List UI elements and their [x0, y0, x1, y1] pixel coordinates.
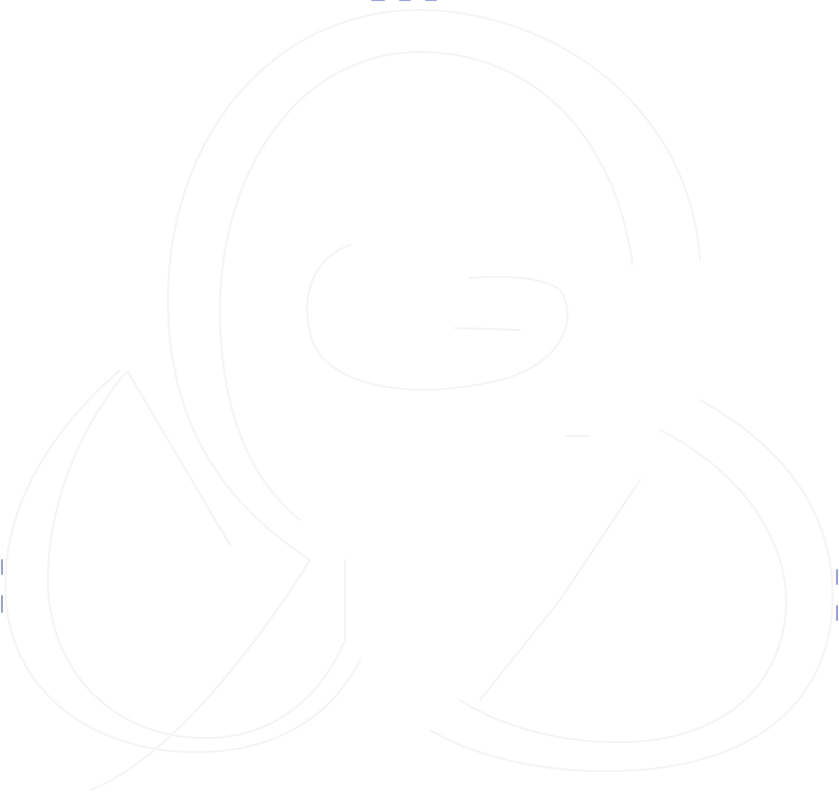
edge-accent-marks: [1, 0, 838, 621]
top-outer-ring: [89, 9, 421, 791]
right-lower-slash: [479, 479, 641, 701]
left-lower-outer: [4, 369, 361, 754]
left-lower-inner: [46, 371, 346, 740]
right-lower-inner: [459, 429, 788, 744]
center-inner-loop: [306, 244, 569, 391]
top-inner-ring: [219, 51, 421, 521]
top-right-arc: [419, 51, 633, 265]
symbol-strokes: [4, 9, 834, 791]
top-right-outer-arc: [419, 9, 701, 261]
center-bar: [454, 327, 521, 331]
left-lower-slash: [127, 371, 231, 546]
right-lower-outer: [429, 399, 834, 773]
